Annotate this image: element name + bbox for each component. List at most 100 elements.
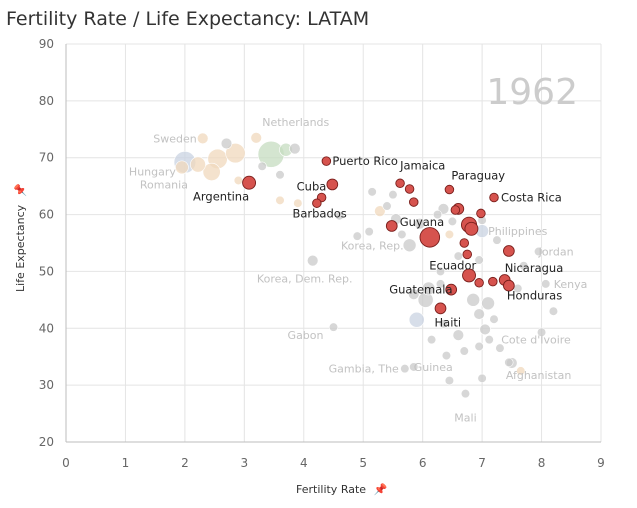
highlighted-point: [395, 178, 405, 189]
highlighted-point-label: Jamaica: [399, 158, 445, 172]
highlighted-point-label: Guyana: [400, 215, 444, 229]
highlighted-point-label: Honduras: [507, 289, 562, 303]
background-point-label: Philippines: [488, 225, 548, 238]
y-axis-label-wrap: Life Expectancy 📌: [14, 184, 27, 292]
background-point: [452, 329, 465, 341]
highlighted-point: [242, 175, 257, 190]
x-axis-pin-icon[interactable]: 📌: [373, 483, 388, 496]
background-point-label: Korea, Rep.: [341, 239, 404, 252]
background-point: [190, 156, 206, 173]
background-point: [474, 255, 484, 265]
background-point-label: Mali: [454, 412, 476, 425]
highlighted-point: [464, 221, 479, 236]
highlighted-point-label: Cuba: [297, 179, 327, 193]
background-point: [481, 296, 495, 311]
highlighted-point-label: Guatemala: [389, 283, 452, 297]
background-point: [257, 161, 267, 171]
background-point-label: Sweden: [153, 132, 196, 145]
background-point: [492, 235, 502, 245]
background-point: [275, 170, 285, 180]
highlighted-point: [409, 197, 419, 207]
background-point: [328, 322, 339, 332]
background-point: [413, 217, 426, 230]
highlighted-point: [326, 178, 339, 191]
y-tick-label: 60: [39, 208, 54, 222]
highlighted-point-label: Argentina: [193, 190, 249, 204]
y-tick-label: 20: [39, 435, 54, 449]
background-point: [233, 175, 243, 186]
highlighted-point: [488, 276, 498, 287]
background-point: [421, 281, 436, 296]
year-watermark: 1962: [486, 72, 578, 113]
background-point: [484, 335, 494, 345]
x-tick-label: 4: [300, 456, 308, 470]
background-point-label: Jordan: [538, 246, 574, 259]
x-tick-label: 1: [122, 456, 130, 470]
highlighted-point: [445, 283, 458, 296]
highlighted-point-label: Puerto Rico: [332, 154, 398, 168]
background-point: [289, 142, 301, 155]
background-point: [175, 160, 189, 175]
background-point-label: Cote d'Ivoire: [501, 334, 571, 347]
background-point: [479, 323, 491, 336]
background-point-label: Guinea: [414, 361, 453, 374]
background-point: [466, 293, 480, 307]
background-point: [548, 306, 559, 316]
background-point: [364, 227, 374, 237]
background-point: [408, 288, 420, 300]
background-point: [426, 335, 437, 345]
background-point: [460, 389, 471, 399]
background-point: [388, 190, 398, 200]
highlighted-point: [321, 156, 332, 166]
highlighted-point: [434, 302, 447, 315]
background-point: [474, 341, 484, 352]
background-point: [435, 266, 446, 277]
background-point: [432, 209, 443, 220]
background-point: [408, 311, 425, 328]
background-point-label: Gabon: [288, 329, 324, 342]
background-point: [250, 132, 262, 144]
background-point: [197, 132, 209, 145]
x-axis-label: Fertility Rate: [296, 483, 367, 496]
background-point: [459, 346, 469, 356]
background-point-label: Hungary: [129, 165, 176, 178]
background-point-label: Korea, Dem. Rep.: [257, 273, 353, 286]
x-tick-label: 3: [241, 456, 249, 470]
background-point: [397, 229, 407, 240]
background-point-label: Netherlands: [262, 116, 329, 129]
highlighted-point-label: Costa Rica: [501, 191, 562, 205]
background-point: [293, 198, 303, 208]
y-tick-label: 40: [39, 321, 54, 335]
background-point: [220, 137, 233, 150]
highlighted-point: [444, 184, 455, 195]
y-tick-label: 50: [39, 264, 54, 278]
highlighted-point: [419, 227, 441, 248]
y-axis-label: Life Expectancy: [14, 204, 27, 292]
background-point: [225, 143, 246, 164]
background-point: [275, 195, 285, 205]
highlighted-point-label: Ecuador: [429, 258, 476, 272]
x-tick-label: 9: [597, 456, 605, 470]
background-point: [495, 343, 505, 353]
highlighted-point: [312, 198, 322, 208]
background-point: [444, 229, 455, 240]
background-point: [374, 205, 386, 217]
highlighted-point-label: Barbados: [292, 207, 346, 221]
highlighted-point: [474, 278, 484, 288]
highlighted-point: [450, 205, 461, 215]
background-point: [541, 279, 551, 289]
highlighted-point: [462, 249, 473, 260]
background-point: [202, 162, 221, 181]
y-tick-label: 70: [39, 151, 54, 165]
background-point: [438, 319, 449, 329]
background-point: [447, 216, 457, 226]
highlighted-point: [385, 220, 398, 232]
background-point: [352, 231, 362, 241]
background-point: [473, 308, 485, 320]
background-point: [402, 238, 417, 253]
background-point-label: Afghanistan: [506, 369, 572, 382]
y-axis-pin-icon[interactable]: 📌: [14, 183, 27, 198]
background-point: [367, 187, 377, 197]
x-tick-label: 2: [181, 456, 189, 470]
